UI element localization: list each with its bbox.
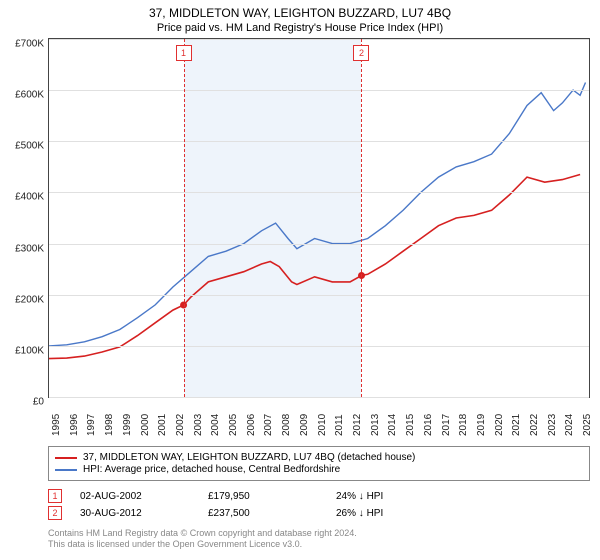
y-tick-label: £0 <box>33 397 44 408</box>
y-tick-label: £100K <box>15 345 44 356</box>
x-tick-label: 2001 <box>157 414 168 436</box>
x-tick-label: 2014 <box>387 414 398 436</box>
legend-box: 37, MIDDLETON WAY, LEIGHTON BUZZARD, LU7… <box>48 446 590 481</box>
x-tick-label: 2002 <box>175 414 186 436</box>
gridline <box>49 346 589 347</box>
x-tick-label: 2005 <box>228 414 239 436</box>
sale-row-marker: 2 <box>48 506 62 520</box>
y-tick-label: £700K <box>15 39 44 50</box>
sale-marker-box: 2 <box>353 45 369 61</box>
y-tick-label: £200K <box>15 294 44 305</box>
x-tick-label: 2000 <box>140 414 151 436</box>
sales-table: 1 02-AUG-2002 £179,950 24% ↓ HPI 2 30-AUG-201… <box>48 486 590 523</box>
sale-marker-line <box>184 39 185 397</box>
x-tick-label: 1995 <box>51 414 62 436</box>
legend-label: HPI: Average price, detached house, Cent… <box>83 464 340 475</box>
x-tick-label: 2023 <box>547 414 558 436</box>
gridline <box>49 295 589 296</box>
legend-row: 37, MIDDLETON WAY, LEIGHTON BUZZARD, LU7… <box>55 452 583 463</box>
x-tick-label: 2010 <box>317 414 328 436</box>
x-tick-label: 2009 <box>299 414 310 436</box>
legend-label: 37, MIDDLETON WAY, LEIGHTON BUZZARD, LU7… <box>83 452 415 463</box>
legend-row: HPI: Average price, detached house, Cent… <box>55 464 583 475</box>
x-tick-label: 2004 <box>210 414 221 436</box>
x-tick-label: 2013 <box>370 414 381 436</box>
gridline <box>49 397 589 398</box>
x-tick-label: 2021 <box>511 414 522 436</box>
sale-marker-box: 1 <box>176 45 192 61</box>
gridline <box>49 192 589 193</box>
x-tick-label: 2016 <box>423 414 434 436</box>
footer-attribution: Contains HM Land Registry data © Crown c… <box>48 528 590 551</box>
sale-date: 30-AUG-2012 <box>80 508 190 519</box>
gridline <box>49 90 589 91</box>
chart-title: 37, MIDDLETON WAY, LEIGHTON BUZZARD, LU7… <box>0 0 600 20</box>
legend-swatch <box>55 457 77 459</box>
x-tick-label: 1998 <box>104 414 115 436</box>
sale-delta: 26% ↓ HPI <box>336 508 446 519</box>
x-tick-label: 1996 <box>69 414 80 436</box>
x-tick-label: 1997 <box>86 414 97 436</box>
sale-date: 02-AUG-2002 <box>80 491 190 502</box>
sale-marker-line <box>361 39 362 397</box>
x-tick-label: 2022 <box>529 414 540 436</box>
sale-row: 1 02-AUG-2002 £179,950 24% ↓ HPI <box>48 489 590 503</box>
chart-subtitle: Price paid vs. HM Land Registry's House … <box>0 20 600 38</box>
x-tick-label: 2015 <box>405 414 416 436</box>
x-tick-label: 2008 <box>281 414 292 436</box>
page: 37, MIDDLETON WAY, LEIGHTON BUZZARD, LU7… <box>0 0 600 560</box>
y-tick-label: £600K <box>15 90 44 101</box>
gridline <box>49 244 589 245</box>
sale-row: 2 30-AUG-2012 £237,500 26% ↓ HPI <box>48 506 590 520</box>
x-tick-label: 2003 <box>193 414 204 436</box>
x-tick-label: 2007 <box>263 414 274 436</box>
x-tick-label: 2020 <box>494 414 505 436</box>
x-tick-label: 2006 <box>246 414 257 436</box>
y-tick-label: £500K <box>15 141 44 152</box>
x-tick-label: 1999 <box>122 414 133 436</box>
sale-price: £179,950 <box>208 491 318 502</box>
y-tick-label: £400K <box>15 192 44 203</box>
x-axis: 1995 1996 1997 1998 1999 2000 2001 2002 2003 2004… <box>48 406 590 446</box>
y-tick-label: £300K <box>15 243 44 254</box>
gridline <box>49 141 589 142</box>
y-axis: £0£100K£200K£300K£400K£500K£600K£700K <box>0 44 46 404</box>
x-tick-label: 2024 <box>564 414 575 436</box>
x-tick-label: 2011 <box>334 414 345 436</box>
sale-price: £237,500 <box>208 508 318 519</box>
footer-line-1: Contains HM Land Registry data © Crown c… <box>48 528 590 539</box>
sale-row-marker: 1 <box>48 489 62 503</box>
x-tick-label: 2019 <box>476 414 487 436</box>
gridline <box>49 39 589 40</box>
legend-swatch <box>55 469 77 471</box>
x-tick-label: 2025 <box>582 414 593 436</box>
series-line-price_paid <box>49 175 580 359</box>
series-line-hpi <box>49 83 586 346</box>
chart-plot-area: 12 <box>48 38 590 398</box>
sale-delta: 24% ↓ HPI <box>336 491 446 502</box>
x-tick-label: 2012 <box>352 414 363 436</box>
x-tick-label: 2017 <box>441 414 452 436</box>
chart-svg <box>49 39 589 397</box>
x-tick-label: 2018 <box>458 414 469 436</box>
footer-line-2: This data is licensed under the Open Gov… <box>48 539 590 550</box>
